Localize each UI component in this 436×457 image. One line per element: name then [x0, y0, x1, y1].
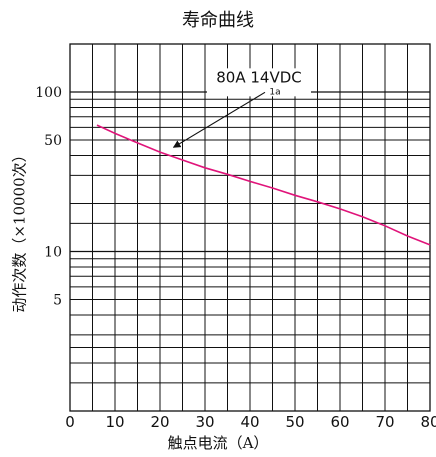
y-tick-label: 10	[44, 245, 62, 261]
y-tick-label: 50	[44, 133, 62, 149]
x-tick-label: 50	[285, 413, 304, 431]
x-tick-label: 10	[105, 413, 124, 431]
y-axis-label: 动作次数（×10000次）	[10, 147, 29, 313]
chart-title: 寿命曲线	[182, 10, 254, 31]
x-tick-label: 60	[330, 413, 349, 431]
x-tick-label: 40	[240, 413, 259, 431]
y-tick-label: 5	[53, 293, 62, 309]
x-tick-label: 80	[420, 413, 436, 431]
tick-labels: 0 10 20 30 40 50 60 70 80 100 50 10 5	[35, 85, 436, 431]
annotation-background	[207, 68, 311, 97]
series-line	[96, 124, 431, 246]
x-axis-label: 触点电流（A）	[167, 434, 269, 452]
series-lines	[96, 124, 431, 246]
annotation-label: 80A 14VDC	[216, 68, 302, 86]
x-tick-label: 0	[65, 413, 75, 431]
grid-lines	[69, 43, 431, 412]
annotation-sublabel: 1a	[269, 87, 280, 97]
x-tick-label: 70	[375, 413, 394, 431]
x-tick-label: 20	[150, 413, 169, 431]
annotation-arrow	[172, 91, 266, 148]
y-tick-label: 100	[35, 85, 62, 101]
x-tick-label: 30	[195, 413, 214, 431]
